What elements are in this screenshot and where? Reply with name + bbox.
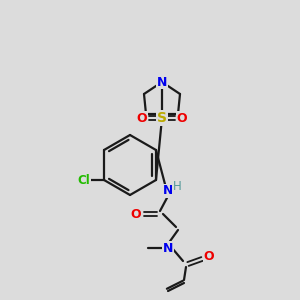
Text: O: O [177, 112, 187, 124]
Text: O: O [204, 250, 214, 263]
Text: H: H [172, 181, 182, 194]
Text: O: O [137, 112, 147, 124]
Text: O: O [131, 208, 141, 220]
Text: S: S [157, 111, 167, 125]
Text: Cl: Cl [78, 173, 90, 187]
Text: N: N [163, 184, 173, 197]
Text: N: N [157, 76, 167, 88]
Text: N: N [163, 242, 173, 254]
